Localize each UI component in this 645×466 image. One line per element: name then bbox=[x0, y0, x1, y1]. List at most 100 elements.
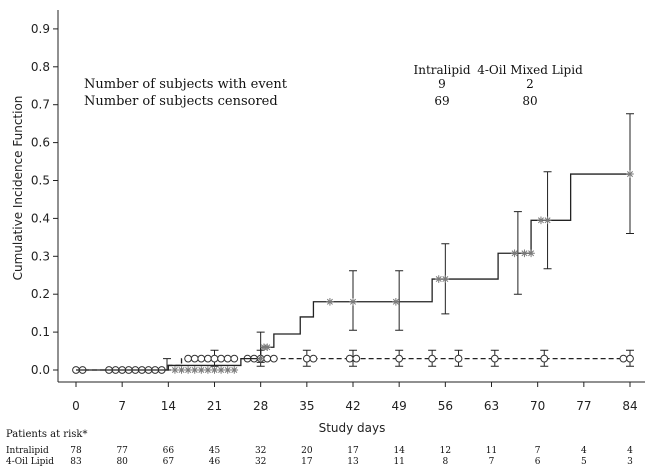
risk-row-label: 4-Oil Lipid bbox=[6, 457, 54, 466]
risk-cell: 8 bbox=[442, 457, 448, 466]
censor-marker-asterisk bbox=[210, 366, 219, 374]
censor-marker-circle bbox=[190, 354, 199, 363]
patients-at-risk-table: Patients at risk*Intralipid 78 77 66 45 32 20 1… bbox=[6, 429, 633, 466]
summary-cell: 69 bbox=[434, 94, 449, 108]
summary-row-label: Number of subjects with event bbox=[84, 77, 288, 92]
summary-row-label: Number of subjects censored bbox=[84, 94, 278, 109]
y-tick-label: 0.0 bbox=[31, 363, 50, 377]
censor-marker-circle bbox=[454, 354, 463, 363]
risk-cell: 6 bbox=[535, 457, 541, 466]
y-tick-label: 0.2 bbox=[31, 287, 50, 301]
risk-cell: 46 bbox=[209, 457, 221, 466]
risk-cell: 78 bbox=[70, 446, 82, 456]
series-intralipid bbox=[76, 113, 634, 374]
censor-marker-asterisk bbox=[190, 366, 199, 374]
censor-marker-asterisk bbox=[537, 216, 545, 225]
censor-marker-circle bbox=[263, 354, 272, 363]
censor-marker-asterisk bbox=[197, 366, 206, 374]
x-tick-label: 56 bbox=[438, 399, 453, 413]
risk-cell: 66 bbox=[163, 446, 175, 456]
censor-marker-asterisk bbox=[204, 366, 212, 374]
risk-cell: 7 bbox=[489, 457, 495, 466]
x-tick-label: 35 bbox=[299, 399, 314, 413]
risk-cell: 7 bbox=[535, 446, 541, 456]
risk-cell: 11 bbox=[486, 446, 497, 456]
risk-cell: 3 bbox=[627, 457, 633, 466]
event-summary-table: Number of subjects with event Number of s… bbox=[84, 63, 583, 109]
y-tick-label: 0.8 bbox=[31, 60, 50, 74]
y-tick-label: 0.5 bbox=[31, 174, 50, 188]
censor-marker-asterisk bbox=[223, 366, 232, 374]
censor-marker-asterisk bbox=[520, 249, 529, 258]
summary-column-header: 4-Oil Mixed Lipid bbox=[477, 63, 583, 77]
y-axis-title: Cumulative Incidence Function bbox=[11, 96, 25, 281]
censor-marker-circle bbox=[309, 354, 318, 363]
risk-cell: 12 bbox=[440, 446, 451, 456]
censor-marker-circle bbox=[197, 354, 206, 363]
risk-cell: 14 bbox=[393, 446, 405, 456]
axes: 0.0 0.1 0.2 0.3 0.4 0.5 0.6 0.7 0.8 0.9 0 7 14 21 28 35… bbox=[31, 10, 645, 413]
risk-cell: 77 bbox=[116, 446, 128, 456]
censor-marker-asterisk bbox=[626, 170, 634, 178]
risk-cell: 32 bbox=[255, 457, 266, 466]
censor-marker-circle bbox=[626, 354, 634, 363]
risk-cell: 20 bbox=[301, 446, 313, 456]
censor-marker-circle bbox=[490, 354, 499, 363]
risk-cell: 83 bbox=[70, 457, 82, 466]
x-tick-label: 14 bbox=[161, 399, 176, 413]
censor-marker-circle bbox=[345, 354, 354, 363]
censor-marker-circle bbox=[223, 354, 232, 363]
censor-marker-circle bbox=[395, 354, 404, 363]
censor-marker-asterisk bbox=[184, 366, 192, 374]
censor-marker-asterisk bbox=[392, 297, 400, 306]
x-tick-label: 28 bbox=[253, 399, 268, 413]
censor-marker-asterisk bbox=[510, 249, 519, 258]
censor-marker-circle bbox=[184, 354, 193, 363]
risk-cell: 80 bbox=[116, 457, 128, 466]
x-tick-label: 63 bbox=[484, 399, 499, 413]
risk-cell: 4 bbox=[627, 446, 633, 456]
censor-marker-asterisk bbox=[326, 297, 334, 306]
risk-cell: 4 bbox=[581, 446, 587, 456]
risk-cell: 11 bbox=[393, 457, 404, 466]
y-tick-label: 0.3 bbox=[31, 249, 50, 263]
censor-marker-circle bbox=[352, 354, 361, 363]
risk-cell: 45 bbox=[209, 446, 221, 456]
censor-marker-asterisk bbox=[256, 354, 265, 363]
x-axis-title: Study days bbox=[319, 421, 386, 435]
censor-marker-circle bbox=[619, 354, 628, 363]
censor-marker-asterisk bbox=[230, 366, 239, 374]
y-tick-label: 0.1 bbox=[31, 325, 50, 339]
censor-marker-asterisk bbox=[263, 343, 272, 352]
risk-cell: 32 bbox=[255, 446, 266, 456]
censor-marker-asterisk bbox=[527, 249, 535, 258]
risk-table-title: Patients at risk* bbox=[6, 429, 87, 440]
risk-cell: 17 bbox=[301, 457, 313, 466]
risk-cell: 67 bbox=[163, 457, 175, 466]
error-bar bbox=[395, 270, 404, 331]
risk-cell: 5 bbox=[581, 457, 587, 466]
risk-cell: 17 bbox=[347, 446, 359, 456]
x-tick-label: 49 bbox=[392, 399, 407, 413]
summary-cell: 2 bbox=[526, 77, 534, 91]
x-tick-label: 77 bbox=[576, 399, 591, 413]
x-tick-label: 7 bbox=[118, 399, 126, 413]
censor-marker-asterisk bbox=[441, 275, 450, 283]
y-tick-label: 0.9 bbox=[31, 22, 50, 36]
x-tick-label: 84 bbox=[622, 399, 637, 413]
risk-row-label: Intralipid bbox=[6, 446, 49, 456]
x-tick-label: 70 bbox=[530, 399, 545, 413]
censor-marker-circle bbox=[230, 354, 239, 363]
censor-marker-circle bbox=[210, 354, 219, 363]
censor-marker-asterisk bbox=[171, 366, 179, 374]
censor-marker-asterisk bbox=[349, 297, 357, 306]
x-tick-label: 21 bbox=[207, 399, 222, 413]
series-step-line bbox=[76, 173, 630, 371]
error-bar bbox=[163, 358, 172, 371]
censor-marker-circle bbox=[428, 354, 437, 363]
summary-cell: 80 bbox=[522, 94, 537, 108]
y-tick-label: 0.4 bbox=[31, 211, 50, 225]
censor-marker-circle bbox=[540, 354, 549, 363]
y-tick-label: 0.7 bbox=[31, 98, 50, 112]
